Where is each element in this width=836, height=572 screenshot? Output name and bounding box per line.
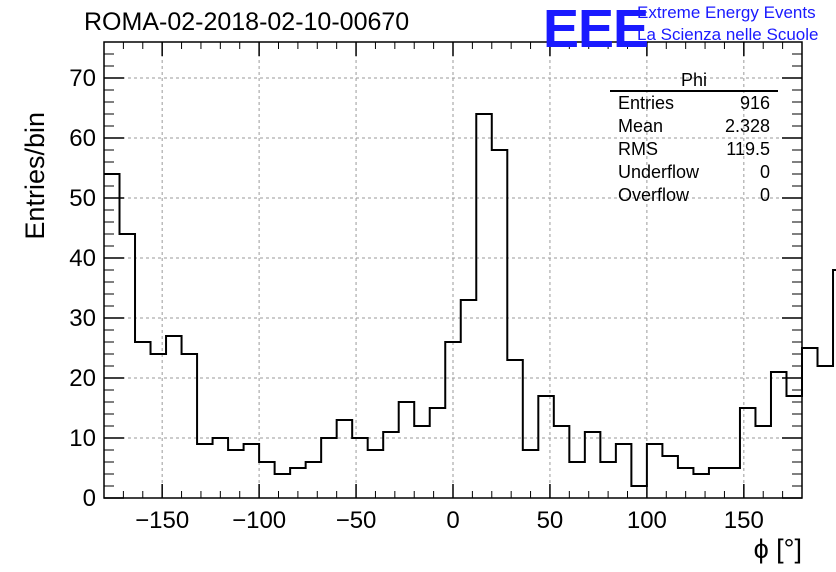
logo-line-1: Extreme Energy Events bbox=[637, 3, 816, 22]
histogram-bin bbox=[507, 360, 523, 498]
histogram-bin bbox=[445, 342, 461, 498]
stats-box: Phi Entries 916 Mean 2.328 RMS 119.5 Underf… bbox=[610, 70, 778, 207]
histogram-bin bbox=[600, 462, 616, 498]
histogram-bin bbox=[368, 450, 384, 498]
stats-label: Underflow bbox=[618, 162, 700, 182]
stats-value: 0 bbox=[759, 162, 770, 182]
logo-caption: Extreme Energy Events La Scienza nelle S… bbox=[637, 2, 818, 46]
histogram-bin bbox=[182, 354, 198, 498]
x-tick-label: 0 bbox=[446, 507, 459, 534]
x-tick-label: 50 bbox=[537, 507, 564, 534]
x-tick-label: −50 bbox=[336, 507, 377, 534]
histogram-bin bbox=[290, 468, 306, 498]
histogram-bin bbox=[151, 354, 167, 498]
histogram-bin bbox=[554, 426, 570, 498]
stats-value: 2.328 bbox=[724, 116, 770, 136]
histogram-bin bbox=[166, 336, 182, 498]
histogram-bin bbox=[678, 468, 694, 498]
y-tick-label: 60 bbox=[69, 125, 96, 152]
y-tick-label: 50 bbox=[69, 185, 96, 212]
stats-box-title: Phi bbox=[610, 70, 778, 92]
histogram-outline bbox=[104, 113, 836, 487]
x-axis-label: ϕ [°] bbox=[753, 534, 802, 564]
x-tick-label: −100 bbox=[232, 507, 286, 534]
histogram-bin bbox=[538, 396, 554, 498]
y-tick-label: 20 bbox=[69, 365, 96, 392]
histogram-bin bbox=[755, 426, 771, 498]
histogram-bin bbox=[259, 462, 275, 498]
histogram-bin bbox=[771, 372, 787, 498]
ticks bbox=[103, 41, 803, 499]
histogram-bin bbox=[476, 114, 492, 498]
histogram-bin bbox=[786, 396, 802, 498]
stats-label: Overflow bbox=[618, 185, 690, 205]
x-tick-label: 100 bbox=[627, 507, 667, 534]
histogram-bin bbox=[430, 408, 446, 498]
stats-row-entries: Entries 916 bbox=[610, 92, 778, 115]
stats-row-overflow: Overflow 0 bbox=[610, 184, 778, 207]
eee-logo: EEE bbox=[543, 0, 649, 59]
logo-line-2: La Scienza nelle Scuole bbox=[637, 25, 819, 44]
histogram-bin bbox=[662, 456, 678, 498]
grid-lines bbox=[104, 42, 802, 498]
stats-row-rms: RMS 119.5 bbox=[610, 138, 778, 161]
histogram-bin bbox=[135, 342, 151, 498]
histogram-bin bbox=[213, 438, 229, 498]
histogram-bin bbox=[306, 462, 322, 498]
histogram-bin bbox=[228, 450, 244, 498]
histogram-bin bbox=[461, 300, 477, 498]
histogram-bin bbox=[818, 366, 834, 498]
histogram-bin bbox=[647, 444, 663, 498]
histogram-bin bbox=[197, 444, 213, 498]
histogram-bin bbox=[275, 474, 291, 498]
histogram-bin bbox=[104, 174, 120, 498]
y-axis-label: Entries/bin bbox=[20, 112, 50, 240]
histogram-bin bbox=[740, 408, 756, 498]
histogram-bin bbox=[337, 420, 353, 498]
stats-row-mean: Mean 2.328 bbox=[610, 115, 778, 138]
histogram-bin bbox=[693, 474, 709, 498]
x-tick-label: 150 bbox=[724, 507, 764, 534]
histogram-bin bbox=[569, 462, 585, 498]
histogram-bin bbox=[244, 444, 260, 498]
histogram-bin bbox=[709, 468, 725, 498]
histogram-bin bbox=[523, 450, 539, 498]
histogram-bin bbox=[352, 438, 368, 498]
stats-value: 0 bbox=[759, 185, 770, 205]
stats-label: Entries bbox=[618, 93, 675, 113]
histogram-bin bbox=[492, 150, 508, 498]
histogram-bin bbox=[399, 402, 415, 498]
histogram-bin bbox=[724, 468, 740, 498]
x-tick-label: −150 bbox=[135, 507, 189, 534]
histogram-bin bbox=[802, 348, 818, 498]
stats-label: RMS bbox=[618, 139, 658, 159]
y-tick-label: 40 bbox=[69, 245, 96, 272]
stats-value: 916 bbox=[739, 93, 770, 113]
stats-row-underflow: Underflow 0 bbox=[610, 161, 778, 184]
histogram-bin bbox=[631, 486, 647, 498]
y-tick-label: 0 bbox=[83, 485, 96, 512]
histogram-bin bbox=[120, 234, 136, 498]
stats-value: 119.5 bbox=[726, 139, 770, 159]
y-tick-label: 70 bbox=[69, 65, 96, 92]
chart-title: ROMA-02-2018-02-10-00670 bbox=[84, 8, 410, 36]
tick-labels: −150 −100 −50 0 50 100 150 0 10 20 30 40 50 60 70 bbox=[69, 65, 764, 534]
histogram-bin bbox=[383, 432, 399, 498]
histogram-bin bbox=[414, 426, 430, 498]
histogram-bin bbox=[616, 444, 632, 498]
y-tick-label: 30 bbox=[69, 305, 96, 332]
stats-label: Mean bbox=[618, 116, 664, 136]
histogram-bin bbox=[585, 432, 601, 498]
histogram-bin bbox=[321, 438, 337, 498]
y-tick-label: 10 bbox=[69, 425, 96, 452]
